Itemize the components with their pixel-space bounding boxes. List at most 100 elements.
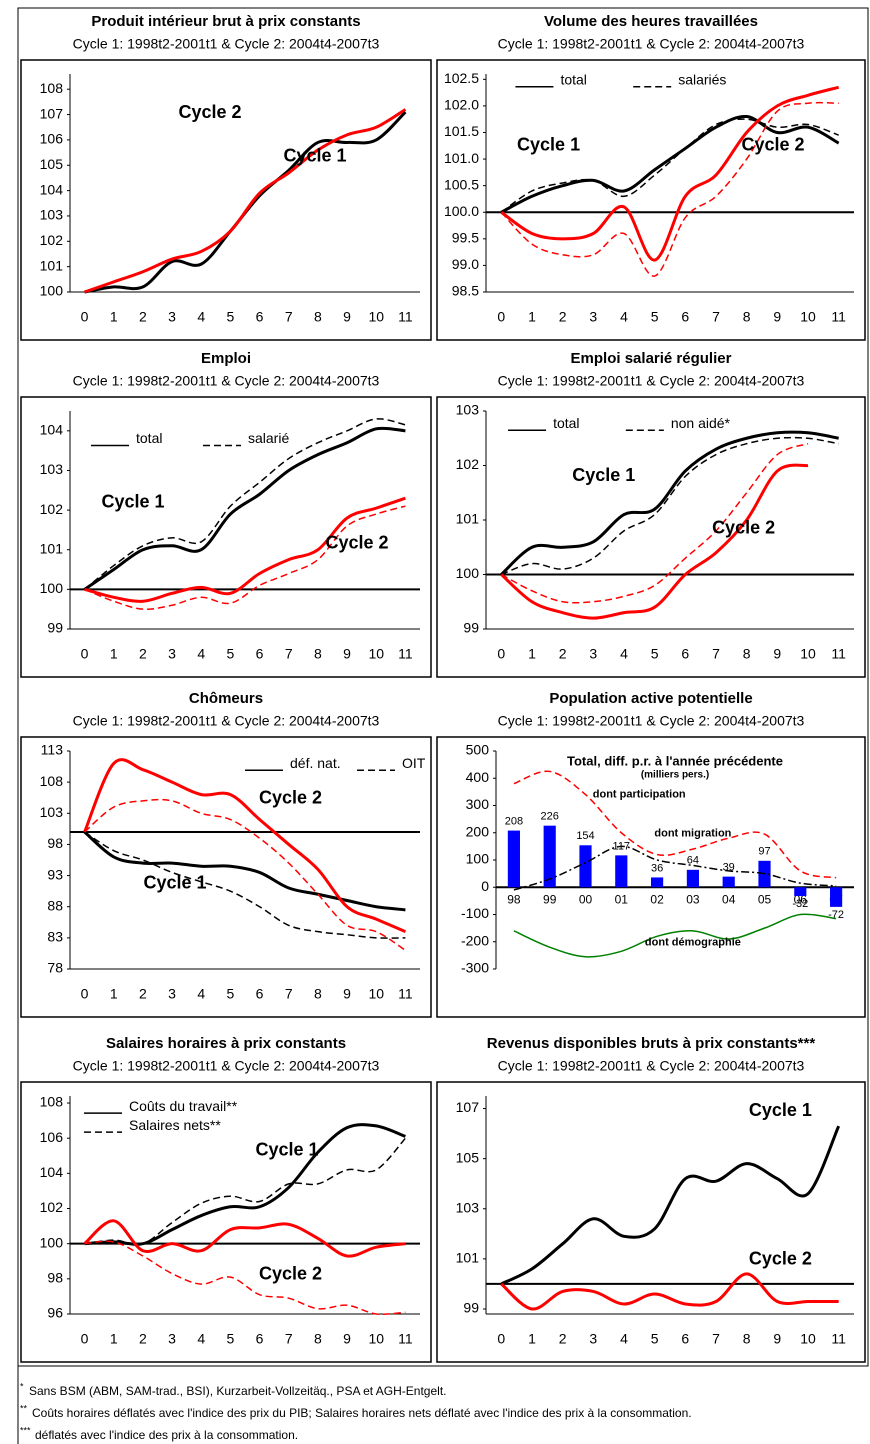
data-label: 154 bbox=[576, 830, 594, 842]
x-tick-label: 98 bbox=[507, 892, 521, 906]
y-tick-label: 83 bbox=[47, 929, 63, 945]
chart-title: Revenus disponibles bruts à prix constan… bbox=[487, 1035, 816, 1052]
y-tick-label: -300 bbox=[461, 960, 489, 976]
x-tick-label: 9 bbox=[773, 309, 781, 325]
chart-panel: Produit intérieur brut à prix constants C… bbox=[20, 13, 432, 341]
bar bbox=[794, 887, 807, 896]
legend-label: Coûts du travail** bbox=[129, 1098, 238, 1114]
y-tick-label: 100 bbox=[40, 283, 64, 299]
x-tick-label: 0 bbox=[81, 309, 89, 325]
y-tick-label: 102 bbox=[40, 501, 64, 517]
y-tick-label: -200 bbox=[461, 932, 489, 948]
series-line bbox=[84, 418, 406, 590]
series-line bbox=[500, 85, 840, 262]
x-tick-label: 11 bbox=[398, 309, 413, 325]
y-tick-label: 107 bbox=[456, 1099, 480, 1115]
y-tick-label: 101.0 bbox=[444, 150, 479, 166]
x-tick-label: 5 bbox=[651, 309, 659, 325]
x-tick-label: 8 bbox=[314, 646, 322, 662]
footnote-mark: ** bbox=[20, 1403, 28, 1413]
chart-panel: Emploi salarié régulier Cycle 1: 1998t2-2… bbox=[436, 350, 866, 678]
annotation: Cycle 1 bbox=[283, 146, 346, 166]
annotation: Cycle 2 bbox=[749, 1248, 812, 1268]
y-tick-label: 101 bbox=[40, 257, 64, 273]
y-tick-label: 102.5 bbox=[444, 70, 479, 86]
y-tick-label: 108 bbox=[40, 1094, 64, 1110]
y-tick-label: 103 bbox=[40, 207, 64, 223]
series-line bbox=[84, 505, 406, 611]
x-tick-label: 4 bbox=[620, 309, 628, 325]
y-tick-label: 0 bbox=[481, 878, 489, 894]
y-tick-label: 99.0 bbox=[452, 256, 479, 272]
y-tick-label: 107 bbox=[40, 105, 64, 121]
outer-frame bbox=[17, 7, 869, 1367]
y-tick-label: 108 bbox=[40, 773, 64, 789]
x-tick-label: 10 bbox=[368, 309, 384, 325]
series-line bbox=[83, 426, 406, 591]
x-tick-label: 05 bbox=[758, 892, 772, 906]
y-tick-label: 108 bbox=[40, 80, 64, 96]
series-line bbox=[501, 436, 839, 576]
footnote: déflatés avec l'indice des prix à la con… bbox=[35, 1428, 298, 1442]
x-tick-label: 6 bbox=[681, 646, 689, 662]
x-tick-label: 6 bbox=[256, 309, 264, 325]
y-tick-label: 88 bbox=[47, 897, 63, 913]
y-tick-label: 102 bbox=[40, 232, 64, 248]
chart-subtitle: Cycle 1: 1998t2-2001t1 & Cycle 2: 2004t4… bbox=[73, 713, 380, 729]
plot-frame bbox=[436, 736, 866, 1018]
x-tick-label: 11 bbox=[398, 1331, 413, 1347]
y-tick-label: 106 bbox=[40, 131, 64, 147]
chart-subtitle: Cycle 1: 1998t2-2001t1 & Cycle 2: 2004t4… bbox=[498, 1058, 805, 1074]
bar bbox=[543, 825, 556, 888]
x-tick-label: 3 bbox=[589, 646, 597, 662]
annotation: Cycle 1 bbox=[572, 465, 635, 485]
chart-subtitle: Cycle 1: 1998t2-2001t1 & Cycle 2: 2004t4… bbox=[498, 713, 805, 729]
y-tick-label: 106 bbox=[40, 1129, 64, 1145]
series-line bbox=[500, 430, 839, 576]
x-tick-label: 10 bbox=[368, 646, 384, 662]
x-tick-label: 3 bbox=[168, 646, 176, 662]
y-tick-label: 93 bbox=[47, 866, 63, 882]
x-tick-label: 3 bbox=[168, 1331, 176, 1347]
series-line bbox=[500, 101, 839, 277]
y-tick-label: 78 bbox=[47, 960, 63, 976]
annotation: Cycle 2 bbox=[259, 788, 322, 808]
chart-panel: Volume des heures travaillées Cycle 1: 19… bbox=[436, 13, 866, 341]
x-tick-label: 3 bbox=[168, 309, 176, 325]
y-tick-label: 100 bbox=[466, 851, 490, 867]
series-line bbox=[500, 442, 809, 604]
y-tick-label: 99 bbox=[463, 1300, 479, 1316]
annotation: dont démographie bbox=[645, 937, 741, 949]
x-tick-label: 2 bbox=[139, 986, 147, 1002]
x-tick-label: 9 bbox=[343, 986, 351, 1002]
legend-label: OIT bbox=[402, 755, 426, 771]
data-label: 97 bbox=[758, 846, 770, 858]
x-tick-label: 04 bbox=[722, 892, 736, 906]
y-tick-label: 100 bbox=[40, 580, 64, 596]
chart-title: Population active potentielle bbox=[549, 690, 752, 707]
annotation: Cycle 2 bbox=[742, 135, 805, 155]
x-tick-label: 2 bbox=[559, 646, 567, 662]
annotation: Cycle 2 bbox=[259, 1264, 322, 1284]
series-line bbox=[84, 798, 406, 951]
x-tick-label: 4 bbox=[197, 309, 205, 325]
y-tick-label: 103 bbox=[456, 402, 480, 418]
y-tick-label: 104 bbox=[40, 1164, 64, 1180]
plot-frame bbox=[436, 1081, 866, 1363]
chart-panel: Emploi Cycle 1: 1998t2-2001t1 & Cycle 2: … bbox=[20, 350, 432, 678]
data-label: -72 bbox=[828, 909, 844, 921]
legend-label: total bbox=[136, 430, 162, 446]
y-tick-label: 103 bbox=[40, 804, 64, 820]
x-tick-label: 8 bbox=[743, 1331, 751, 1347]
chart-title: Salaires horaires à prix constants bbox=[106, 1035, 346, 1052]
legend-label: total bbox=[553, 415, 579, 431]
series-line bbox=[513, 770, 837, 879]
y-tick-label: 96 bbox=[47, 1305, 63, 1321]
x-tick-label: 0 bbox=[497, 309, 505, 325]
y-tick-label: 102.0 bbox=[444, 97, 479, 113]
series-line bbox=[83, 1219, 406, 1258]
plot-frame bbox=[20, 1081, 432, 1363]
chart-title: Emploi salarié régulier bbox=[571, 350, 732, 367]
chart-panel: Salaires horaires à prix constants Cycle … bbox=[20, 1035, 432, 1363]
x-tick-label: 4 bbox=[197, 646, 205, 662]
